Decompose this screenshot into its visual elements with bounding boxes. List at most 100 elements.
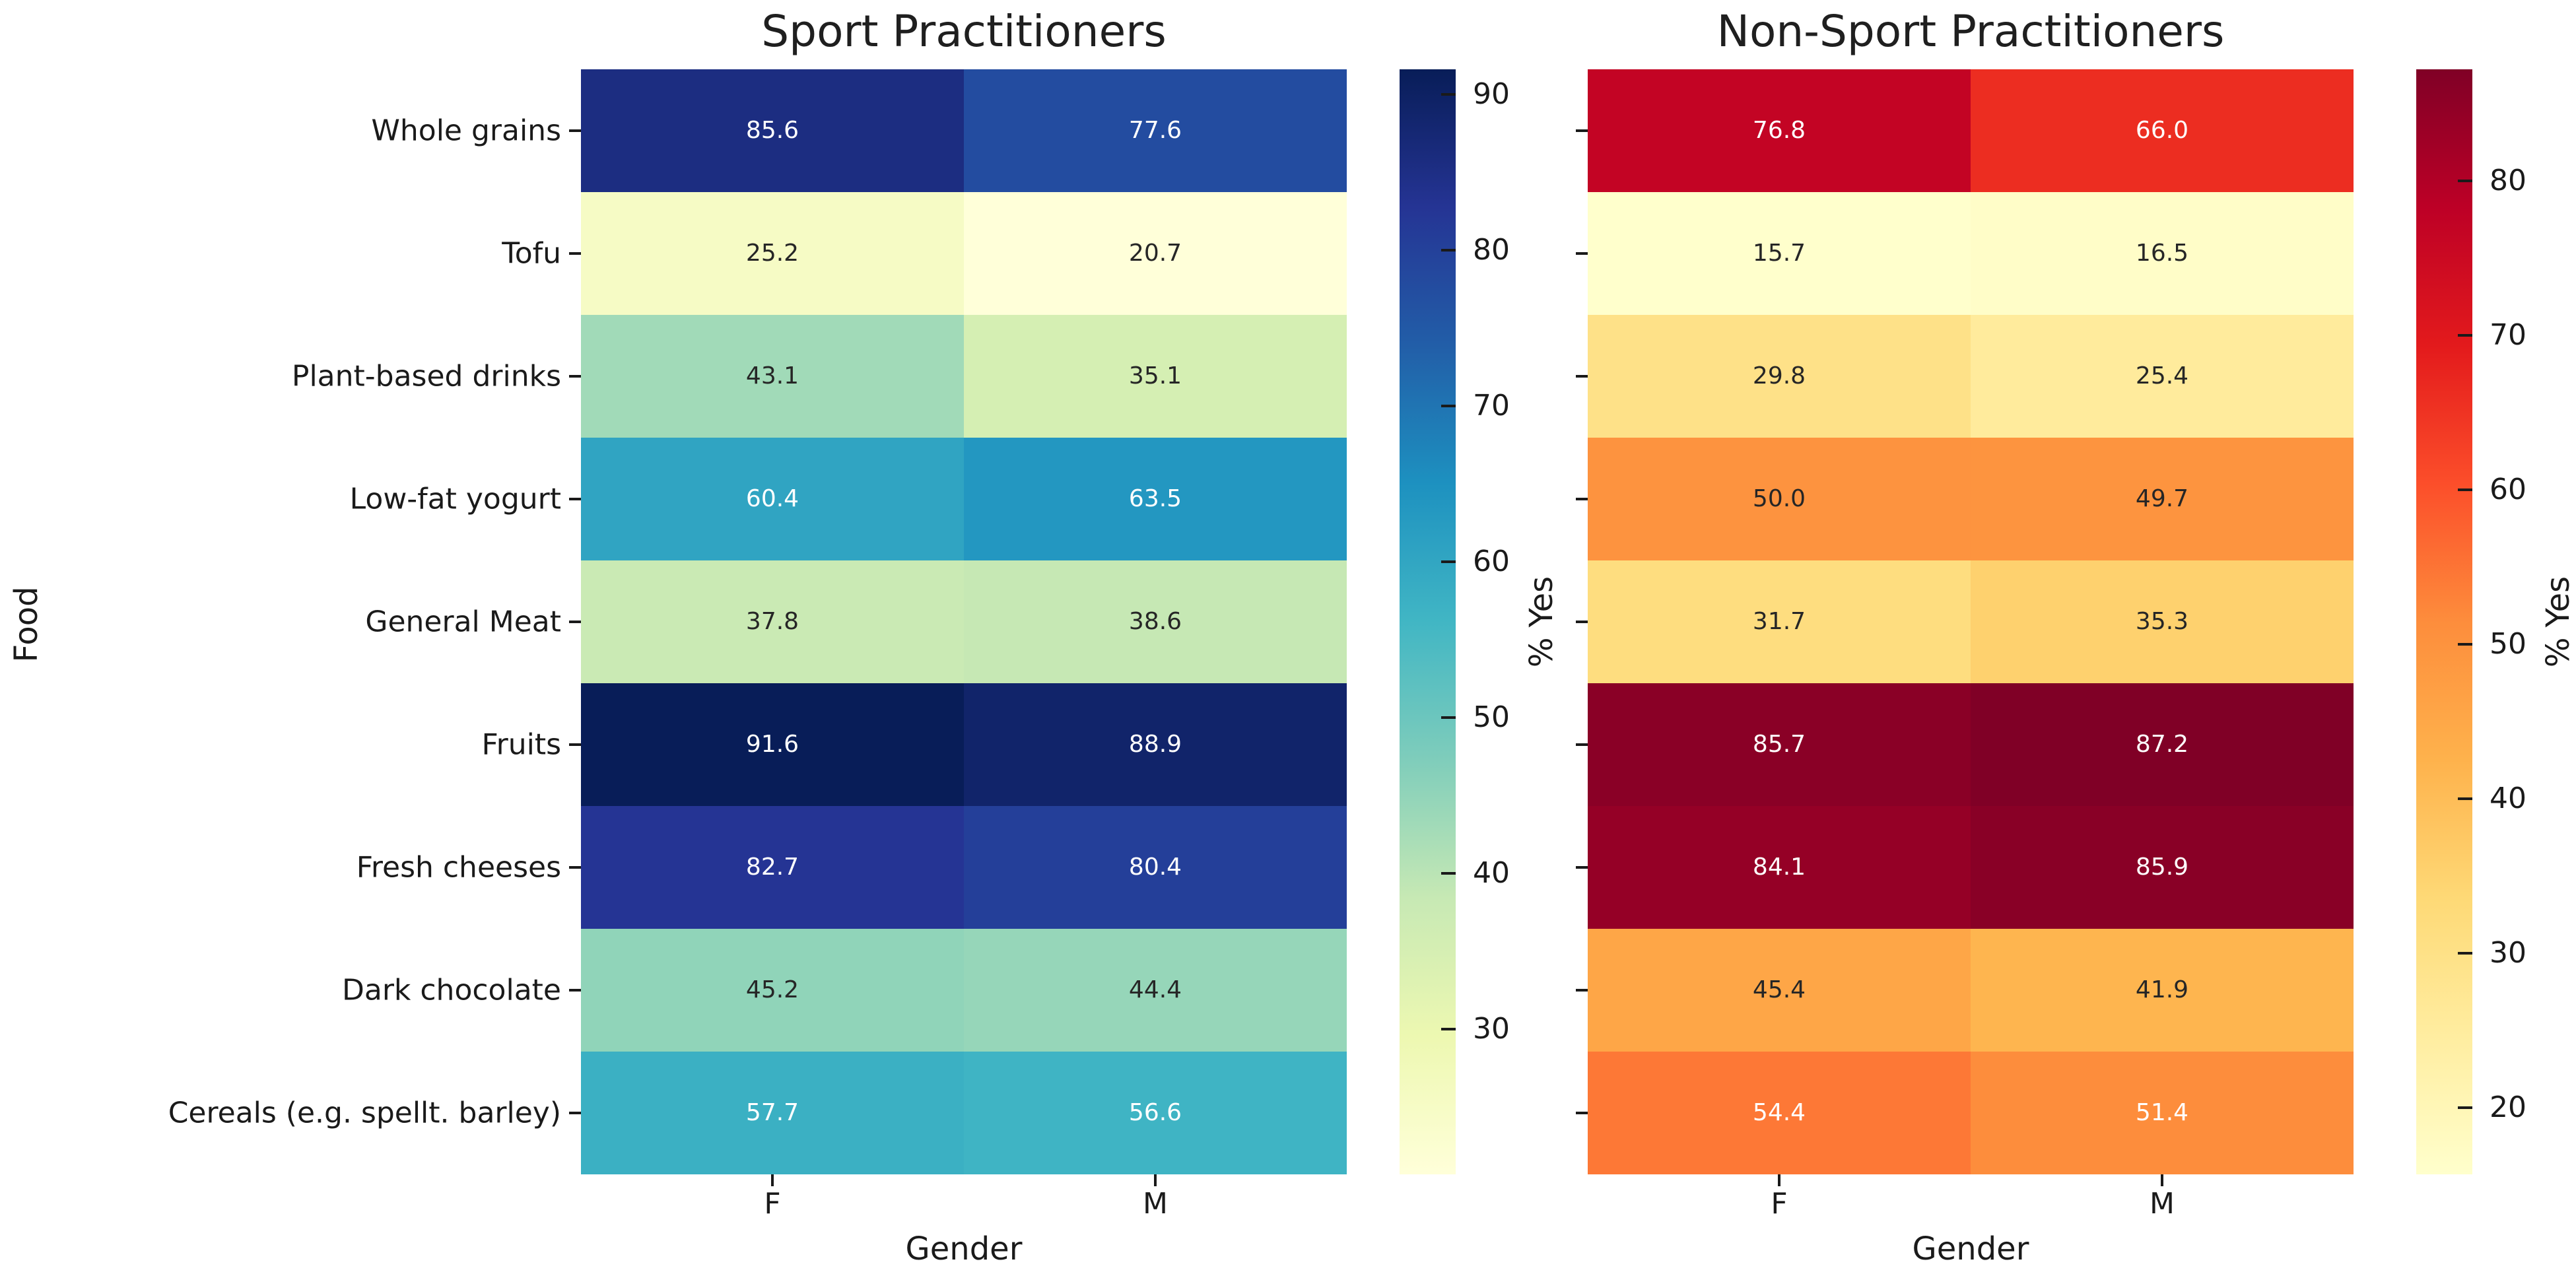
colorbar-label-non-sport: % Yes	[2540, 576, 2576, 668]
cell-value: 38.6	[1128, 608, 1182, 635]
heatmap-cell: 63.5	[964, 438, 1347, 560]
cell-value: 84.1	[1752, 854, 1806, 881]
y-tick-mark	[569, 989, 581, 992]
colorbar-tick-label: 90	[1473, 77, 1510, 111]
heatmap-cell: 85.9	[1971, 806, 2354, 929]
x-axis-label-gender-non-sport: Gender	[1912, 1230, 2029, 1267]
colorbar-tick-label: 60	[1473, 545, 1510, 579]
heatmap-cell: 85.6	[581, 69, 964, 192]
heatmap-grid-non-sport: 76.8 66.0 15.7 16.5 29.8 25.4 50.0 49.7 31.7 35.3…	[1588, 69, 2354, 1174]
cell-value: 56.6	[1128, 1099, 1182, 1126]
cell-value: 35.1	[1128, 362, 1182, 389]
cell-value: 49.7	[2135, 485, 2189, 512]
cell-value: 43.1	[745, 362, 799, 389]
x-tick-label-f: F	[1771, 1187, 1788, 1221]
heatmap-cell: 35.1	[964, 315, 1347, 438]
colorbar-tick-mark	[2458, 1106, 2472, 1110]
panel-title-non-sport: Non-Sport Practitioners	[1716, 6, 2225, 57]
y-tick-mark	[569, 621, 581, 623]
y-tick-mark	[569, 498, 581, 500]
cell-value: 29.8	[1752, 362, 1806, 389]
heatmap-cell: 50.0	[1588, 438, 1971, 560]
cell-value: 25.2	[745, 240, 799, 267]
colorbar-tick-mark	[2458, 179, 2472, 182]
row-label: Cereals (e.g. spellt. barley)	[168, 1096, 561, 1130]
y-tick-mark	[569, 1112, 581, 1114]
cell-value: 85.9	[2135, 854, 2189, 881]
heatmap-cell: 25.4	[1971, 315, 2354, 438]
cell-value: 87.2	[2135, 731, 2189, 758]
row-label: Low-fat yogurt	[349, 482, 561, 516]
heatmap-cell: 84.1	[1588, 806, 1971, 929]
colorbar-tick-mark	[2458, 797, 2472, 801]
colorbar-tick-label: 60	[2490, 472, 2526, 506]
y-tick-mark	[1576, 129, 1588, 132]
colorbar-tick-label: 40	[2490, 782, 2526, 816]
heatmap-cell: 44.4	[964, 929, 1347, 1052]
cell-value: 15.7	[1752, 240, 1806, 267]
cell-value: 63.5	[1128, 485, 1182, 512]
y-tick-mark	[569, 129, 581, 132]
cell-value: 66.0	[2135, 117, 2189, 144]
heatmap-cell: 60.4	[581, 438, 964, 560]
cell-value: 54.4	[1752, 1099, 1806, 1126]
colorbar-tick-label: 50	[1473, 700, 1510, 735]
heatmap-cell: 76.8	[1588, 69, 1971, 192]
heatmap-cell: 25.2	[581, 192, 964, 315]
x-tick-mark	[1154, 1174, 1157, 1186]
row-label: Plant-based drinks	[291, 359, 561, 393]
heatmap-cell: 45.4	[1588, 929, 1971, 1052]
colorbar-tick-label: 30	[2490, 936, 2526, 970]
y-tick-mark	[1576, 1112, 1588, 1114]
y-tick-mark	[569, 743, 581, 746]
colorbar-tick-mark	[1441, 872, 1456, 875]
colorbar-tick-label: 20	[2490, 1091, 2526, 1125]
y-tick-mark	[1576, 375, 1588, 378]
colorbar-tick-mark	[1441, 1028, 1456, 1031]
heatmap-cell: 16.5	[1971, 192, 2354, 315]
colorbar-tick-label: 40	[1473, 856, 1510, 891]
heatmap-cell: 43.1	[581, 315, 964, 438]
heatmap-cell: 77.6	[964, 69, 1347, 192]
colorbar-tick-label: 30	[1473, 1012, 1510, 1046]
cell-value: 82.7	[745, 854, 799, 881]
heatmap-cell: 87.2	[1971, 683, 2354, 806]
cell-value: 44.4	[1128, 976, 1182, 1003]
heatmap-cell: 49.7	[1971, 438, 2354, 560]
cell-value: 50.0	[1752, 485, 1806, 512]
colorbar-tick-mark	[1441, 716, 1456, 720]
cell-value: 76.8	[1752, 117, 1806, 144]
colorbar-tick-label: 70	[2490, 318, 2526, 352]
heatmap-cell: 31.7	[1588, 560, 1971, 683]
cell-value: 45.4	[1752, 976, 1806, 1003]
x-tick-mark	[1778, 1174, 1780, 1186]
cell-value: 45.2	[745, 976, 799, 1003]
cell-value: 57.7	[745, 1099, 799, 1126]
cell-value: 88.9	[1128, 731, 1182, 758]
heatmap-cell: 88.9	[964, 683, 1347, 806]
x-tick-mark	[2161, 1174, 2163, 1186]
y-tick-mark	[1576, 866, 1588, 869]
heatmap-cell: 82.7	[581, 806, 964, 929]
heatmap-grid-sport: 85.6 77.6 25.2 20.7 43.1 35.1 60.4 63.5 37.8 38.6…	[581, 69, 1347, 1174]
cell-value: 25.4	[2135, 362, 2189, 389]
heatmap-cell: 57.7	[581, 1052, 964, 1174]
x-tick-label-m: M	[2150, 1187, 2175, 1221]
heatmap-cell: 56.6	[964, 1052, 1347, 1174]
y-tick-mark	[1576, 743, 1588, 746]
row-label: Fresh cheeses	[356, 850, 561, 885]
colorbar-tick-mark	[1441, 404, 1456, 407]
colorbar-tick-mark	[2458, 333, 2472, 337]
heatmap-cell: 54.4	[1588, 1052, 1971, 1174]
heatmap-cell: 15.7	[1588, 192, 1971, 315]
y-tick-mark	[1576, 252, 1588, 255]
y-axis-label-food: Food	[8, 586, 45, 663]
colorbar-tick-mark	[1441, 248, 1456, 252]
cell-value: 80.4	[1128, 854, 1182, 881]
cell-value: 60.4	[745, 485, 799, 512]
colorbar-tick-mark	[1441, 92, 1456, 96]
cell-value: 85.7	[1752, 731, 1806, 758]
heatmap-cell: 41.9	[1971, 929, 2354, 1052]
y-tick-mark	[1576, 498, 1588, 500]
